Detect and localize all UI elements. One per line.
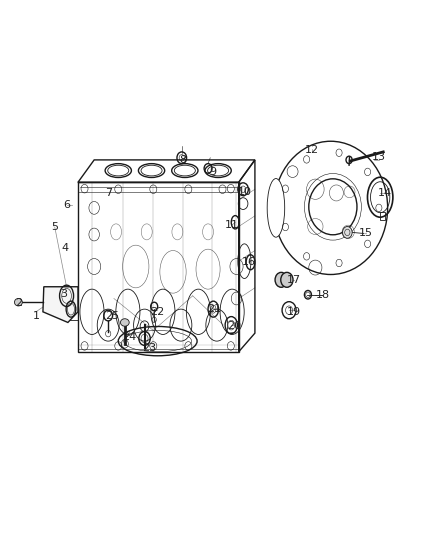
Text: 8: 8 — [180, 155, 187, 165]
Text: 11: 11 — [225, 220, 239, 230]
Text: 18: 18 — [316, 290, 330, 300]
Text: 6: 6 — [63, 200, 70, 210]
Text: 19: 19 — [287, 307, 301, 317]
Text: 12: 12 — [305, 146, 319, 155]
Text: 17: 17 — [287, 275, 301, 285]
Text: 5: 5 — [51, 222, 58, 232]
Text: 23: 23 — [142, 343, 156, 352]
Text: 9: 9 — [209, 167, 216, 176]
Text: 22: 22 — [150, 307, 164, 317]
Text: 1: 1 — [32, 311, 39, 320]
Text: 15: 15 — [359, 229, 373, 238]
Circle shape — [281, 272, 293, 287]
Text: 21: 21 — [207, 304, 221, 314]
Text: 14: 14 — [378, 188, 392, 198]
Polygon shape — [43, 287, 78, 322]
Text: 3: 3 — [60, 289, 67, 299]
Text: 13: 13 — [372, 152, 386, 162]
Ellipse shape — [14, 298, 22, 306]
Text: 20: 20 — [227, 321, 241, 331]
Text: 25: 25 — [105, 311, 119, 320]
Text: 16: 16 — [242, 257, 256, 267]
Text: 24: 24 — [122, 332, 136, 342]
Ellipse shape — [120, 319, 129, 326]
Text: 7: 7 — [105, 188, 112, 198]
Ellipse shape — [267, 179, 285, 237]
Circle shape — [343, 227, 352, 238]
Circle shape — [275, 272, 287, 287]
Text: 2: 2 — [15, 298, 22, 308]
Text: 4: 4 — [61, 243, 68, 253]
Text: 10: 10 — [237, 187, 251, 197]
